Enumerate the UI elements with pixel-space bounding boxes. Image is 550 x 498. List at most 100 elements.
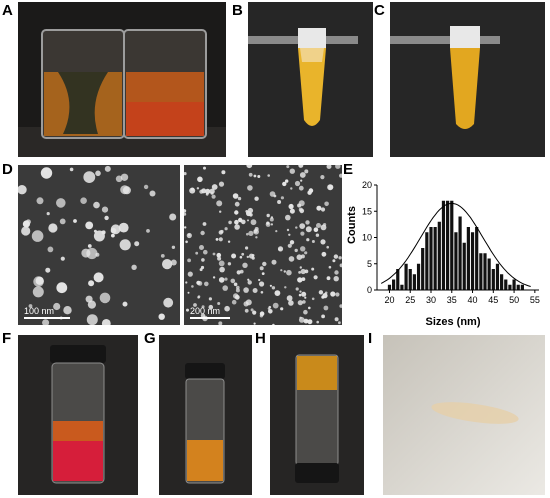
nanoparticle [271,286,276,290]
nanoparticle [301,277,306,281]
nanoparticle [335,292,340,297]
sem-image-right: 200 nm [184,165,342,325]
nanoparticle [259,281,265,287]
nanoparticle [242,262,248,268]
nanoparticle [249,213,253,217]
nanoparticle [254,196,259,201]
nanoparticle [339,304,342,308]
nanoparticle [307,190,312,195]
nanoparticle [115,175,123,183]
nanoparticle [283,270,286,273]
nanoparticle [286,269,292,276]
nanoparticle [288,203,294,210]
nanoparticle [316,320,319,324]
nanoparticle [202,222,207,226]
nanoparticle [187,291,190,294]
nanoparticle [235,288,240,293]
nanoparticle [262,261,267,267]
nanoparticle [236,285,240,290]
film-photo-i [383,335,545,495]
nanoparticle [259,311,265,316]
nanoparticle [320,175,325,180]
nanoparticle [222,285,228,291]
nanoparticle [224,227,228,231]
nanoparticle [218,321,223,325]
nanoparticle [101,319,111,325]
nanoparticle [170,259,177,266]
x-tick-label: 45 [488,295,498,305]
nanoparticle [260,291,264,294]
nanoparticle [171,245,176,249]
nanoparticle [237,196,242,201]
nanoparticle [134,241,140,247]
nanoparticle [220,229,224,234]
nanoparticle [212,276,216,279]
nanoparticle [231,253,237,259]
nanoparticle [169,213,177,221]
nanoparticle [47,246,54,253]
nanoparticle [295,287,299,291]
nanoparticle [209,188,215,194]
nanoparticle [246,165,253,169]
histogram-bar [479,253,483,290]
nanoparticle [87,300,96,309]
nanoparticle [212,252,216,256]
nanoparticle [252,288,258,293]
gaussian-fit-curve [380,202,531,287]
nanoparticle [21,226,31,236]
nanoparticle [323,305,329,311]
vial-photo-h [270,335,364,495]
nanoparticle [272,323,275,325]
nanoparticle [307,319,313,325]
histogram-bar [491,269,495,290]
nanoparticle [187,258,191,263]
nanoparticle [322,293,328,299]
nanoparticle [259,266,264,271]
nanoparticle [338,256,342,260]
nanoparticle [197,176,203,183]
nanoparticle [93,201,100,209]
y-tick-label: 15 [362,206,372,216]
panel-label-i: I [368,330,373,347]
nanoparticle [247,278,250,281]
nanoparticle [22,220,30,228]
nanoparticle [305,220,310,225]
nanoparticle [286,295,293,302]
nanoparticle [195,251,199,255]
nanoparticle [85,221,94,230]
nanoparticle [247,207,254,214]
nanoparticle [104,165,111,172]
nanoparticle [296,254,303,260]
nanoparticle [308,306,311,310]
histogram-bar [433,227,437,290]
panel-label-e: E [343,161,354,178]
nanoparticle [324,201,329,207]
nanoparticle [208,297,212,301]
nanoparticle [158,313,165,320]
nanoparticle [218,181,225,187]
nanoparticle [267,307,271,310]
nanoparticle [305,226,312,233]
nanoparticle [31,230,44,242]
nanoparticle [247,185,253,191]
nanoparticle [328,265,332,269]
y-axis-label: Counts [346,206,358,244]
nanoparticle [93,230,105,242]
nanoparticle [28,304,33,308]
nanoparticle [59,218,66,225]
nanoparticle [208,304,214,310]
nanoparticle [258,278,261,282]
nanoparticle [46,212,50,216]
nanoparticle [69,167,74,172]
nanoparticle [234,224,240,230]
nanoparticle [333,276,339,282]
nanoparticle [239,269,244,274]
nanoparticle [297,203,302,208]
nanoparticle [294,180,301,187]
nanoparticle [224,277,228,281]
nanoparticle [298,165,304,168]
nanoparticle [224,305,230,312]
scale-bar-label-right: 200 nm [190,306,221,316]
nanoparticle [303,309,308,315]
vial-illustration-h [270,335,364,495]
